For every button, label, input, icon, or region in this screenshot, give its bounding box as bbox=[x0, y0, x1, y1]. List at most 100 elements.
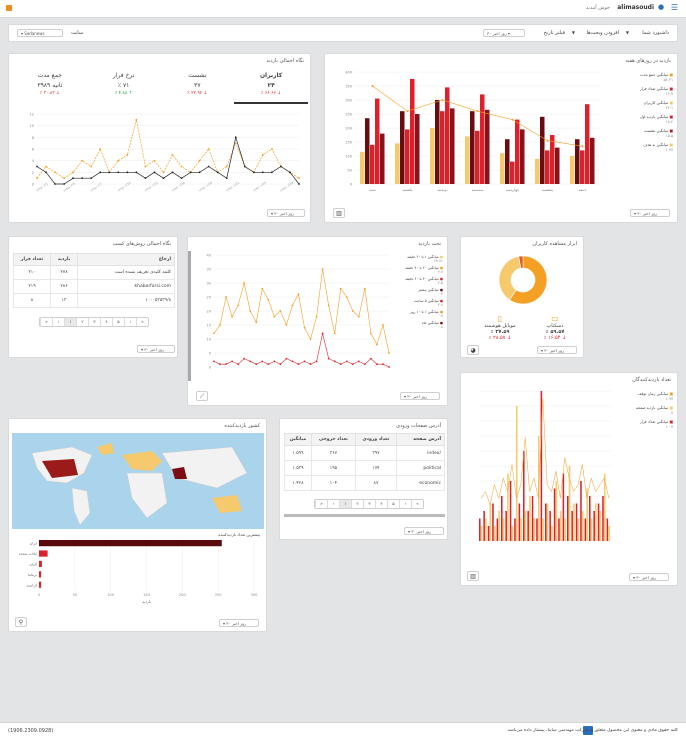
date-range-select[interactable]: ▾ ۳۰ روز اخیر bbox=[629, 573, 669, 581]
bar-chart-icon[interactable]: ▥ bbox=[467, 571, 479, 581]
chevron-down-icon[interactable]: ▼ bbox=[571, 30, 575, 35]
bar bbox=[529, 496, 531, 541]
chevron-down-icon[interactable]: ▼ bbox=[625, 30, 629, 35]
table-row[interactable]: ۱۰۰۰۵۳۵۳۹/۸ ۱۳ ۸ bbox=[13, 293, 175, 308]
page-button[interactable]: › bbox=[327, 500, 339, 508]
logout-icon[interactable] bbox=[6, 5, 12, 11]
bar bbox=[545, 150, 550, 184]
date-range-select[interactable]: ▾ ۳۰ روز اخیر bbox=[404, 527, 444, 535]
horizontal-scrollbar[interactable] bbox=[284, 514, 445, 517]
data-point bbox=[376, 343, 378, 346]
data-point bbox=[207, 148, 210, 150]
legend-item: ● میانگین بیشتر ۰.۳ bbox=[395, 288, 443, 296]
date-range-select[interactable]: ▾ ۳۰ روز اخیر bbox=[219, 619, 259, 627]
date-filter-label: فیلتر تاریخ bbox=[543, 30, 565, 36]
bar bbox=[480, 94, 485, 184]
data-point bbox=[189, 171, 192, 174]
page-button[interactable]: ۱ bbox=[339, 500, 351, 508]
date-range-select[interactable]: ▾ ۳۰ روز اخیر bbox=[137, 345, 175, 353]
bar bbox=[602, 496, 604, 541]
username[interactable]: alimasoudi bbox=[617, 4, 654, 11]
data-point bbox=[309, 338, 312, 340]
world-map[interactable] bbox=[12, 433, 264, 529]
arrow-down-icon: ↓ bbox=[202, 91, 208, 96]
page-button[interactable]: ۳ bbox=[88, 318, 100, 326]
data-point bbox=[117, 171, 120, 174]
table-row[interactable]: economic ۸۷ ۱۰۴ ۱.۴۲۸ bbox=[284, 475, 445, 491]
bar bbox=[445, 87, 450, 184]
table-row[interactable]: political ۱۷۴ ۱۹۵ ۱.۵۳۹ bbox=[284, 460, 445, 476]
bar bbox=[553, 488, 556, 541]
data-point bbox=[36, 177, 38, 180]
stat-0[interactable]: کاربران ۲۴ ٪ ۶۶.۶۶ ↓ bbox=[234, 72, 308, 104]
bar-chart-icon[interactable]: ▥ bbox=[333, 208, 345, 218]
line-chart-icon[interactable]: ⟋ bbox=[196, 391, 208, 401]
footer: (1906.2309.0928) کلیه حقوق مادی و معنوی … bbox=[0, 722, 686, 739]
page-button[interactable]: ۲ bbox=[351, 500, 363, 508]
overlay-point bbox=[546, 139, 549, 142]
data-point bbox=[135, 171, 138, 174]
legend-item: ■ میانگین بازدید اول ۱۸.۴ bbox=[621, 114, 673, 124]
arrow-down-icon: ↓ bbox=[54, 91, 60, 96]
page-button[interactable]: ۵ bbox=[112, 318, 124, 326]
col-ref[interactable]: ارجاع bbox=[77, 253, 175, 266]
bar bbox=[586, 488, 588, 541]
table-row[interactable]: کلمه کلیدی تعریف نشده است ۲۷۸ ۲۱۰ bbox=[13, 265, 175, 280]
add-widget-button[interactable]: افزودن ویجت‌ها bbox=[586, 30, 619, 36]
data-point bbox=[243, 357, 246, 360]
table-row[interactable]: khabarfarsi.com ۲۸۶ ۲۱۹ bbox=[13, 279, 175, 294]
data-point bbox=[261, 360, 264, 363]
col-bounce[interactable]: تعداد فرار bbox=[13, 253, 51, 266]
col-avg[interactable]: میانگین bbox=[284, 433, 312, 446]
page-button[interactable]: ۳ bbox=[363, 500, 375, 508]
page-button[interactable]: ۵ bbox=[387, 500, 399, 508]
col-exits[interactable]: تعداد خروجی bbox=[310, 433, 356, 446]
legend-value: ۰.۷ bbox=[667, 410, 673, 415]
data-point bbox=[231, 360, 234, 363]
pagination: » › ۱ ۲ ۳ ۴ ۵ ‹ « bbox=[39, 317, 149, 327]
stat-1[interactable]: نشست ۳۷ ٪ ۲۲.۹۲ ↓ bbox=[161, 72, 235, 104]
page-button[interactable]: « bbox=[136, 318, 148, 326]
date-range-select[interactable]: ▾ ۳۰ روز اخیر bbox=[400, 392, 440, 400]
stat-change: ٪ ۳۰.۸۳ ↓ bbox=[13, 91, 87, 96]
page-button[interactable]: ۲ bbox=[76, 318, 88, 326]
col-visits[interactable]: بازدید bbox=[50, 253, 78, 266]
pie-chart-icon[interactable]: ◕ bbox=[467, 345, 479, 355]
stat-2[interactable]: نرخ فرار ٪ ۷۱ ٪ ۴.۸۸ ↑ bbox=[87, 72, 161, 104]
data-point bbox=[171, 153, 174, 156]
legend-item: ■ میانگین به هدف ۱.۷۷ bbox=[621, 142, 673, 152]
page-button[interactable]: » bbox=[40, 318, 52, 326]
data-point bbox=[234, 142, 237, 145]
page-button[interactable]: » bbox=[315, 500, 327, 508]
tick-label: 150 bbox=[143, 593, 150, 597]
dashboard-title[interactable]: داشبورد شما bbox=[642, 30, 669, 36]
legend-value: ۲۷.۷۱ bbox=[434, 259, 443, 263]
data-point bbox=[234, 136, 237, 139]
date-range-select[interactable]: ▾ ۳۰ روز اخیر bbox=[267, 209, 305, 217]
page-button[interactable]: ‹ bbox=[399, 500, 411, 508]
page-button[interactable]: ‹ bbox=[124, 318, 136, 326]
cell-exits: ۳۶۷ bbox=[310, 445, 356, 461]
site-select[interactable]: ▾ Sedanews bbox=[17, 29, 63, 37]
stat-3[interactable]: جمع مدت ۳۹۸۹ ثانیه ٪ ۳۰.۸۳ ↓ bbox=[13, 72, 87, 104]
date-filter-select[interactable]: ۳۰ روز اخیر ▾ bbox=[483, 29, 525, 37]
legend-item: ● میانگین ۵ ساعت ۲.۷ bbox=[395, 299, 443, 307]
legend-value: ۲.۷ bbox=[437, 303, 443, 307]
legend-swatch-icon: ■ bbox=[668, 100, 673, 105]
col-page[interactable]: آدرس صفحه bbox=[396, 433, 445, 446]
overview-panel: نگاه اجمالی بازدید کاربران ۲۴ ٪ ۶۶.۶۶ ↓ نشس… bbox=[8, 53, 311, 223]
date-range-select[interactable]: ▾ ۳۰ روز اخیر bbox=[537, 346, 577, 354]
page-button[interactable]: › bbox=[52, 318, 64, 326]
date-range-select[interactable]: ▾ ۳۰ روز اخیر bbox=[630, 209, 670, 217]
menu-icon[interactable]: ☰ bbox=[670, 3, 678, 12]
col-entries[interactable]: تعداد ورودی bbox=[354, 433, 398, 446]
table-row[interactable]: /index ۳۹۷ ۳۶۷ ۱.۵۹۹ bbox=[284, 445, 445, 461]
page-button[interactable]: « bbox=[411, 500, 423, 508]
page-button[interactable]: ۴ bbox=[375, 500, 387, 508]
map-pin-icon[interactable]: ⚲ bbox=[15, 617, 27, 627]
data-point bbox=[357, 360, 360, 363]
page-button[interactable]: ۴ bbox=[100, 318, 112, 326]
legend-item: ■ میانگین جمع مدت ۵۲.۳۱ bbox=[621, 72, 673, 82]
scrollbar[interactable] bbox=[188, 251, 191, 381]
page-button[interactable]: ۱ bbox=[64, 318, 76, 326]
